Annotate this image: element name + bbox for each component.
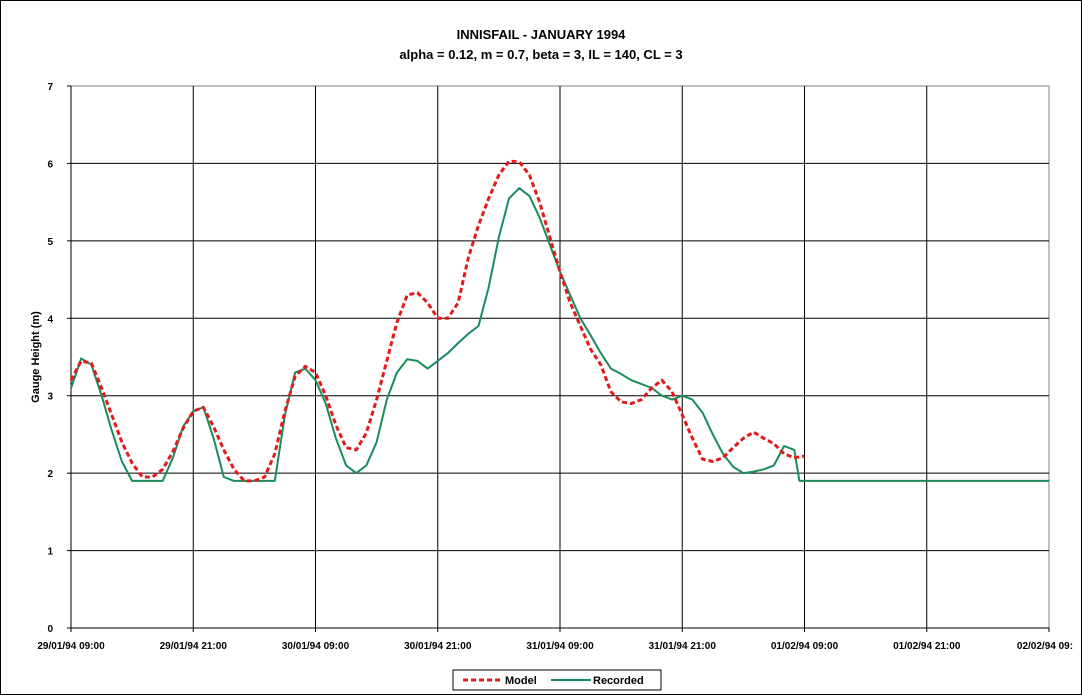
- chart-title: INNISFAIL - JANUARY 1994: [457, 27, 627, 42]
- y-tick-label: 6: [47, 159, 53, 170]
- x-tick-label: 30/01/94 21:00: [404, 641, 472, 652]
- y-tick-label: 4: [47, 314, 53, 325]
- x-tick-label: 01/02/94 09:00: [771, 641, 839, 652]
- series-lines: [69, 159, 1049, 483]
- legend-label-model: Model: [505, 675, 537, 687]
- grid: [70, 86, 1049, 629]
- x-tick-label: 01/02/94 21:00: [893, 641, 961, 652]
- y-axis-label: Gauge Height (m): [30, 311, 42, 403]
- x-axis-ticks: 29/01/94 09:00 29/01/94 21:00 30/01/94 09:…: [37, 628, 1073, 652]
- chart-subtitle: alpha = 0.12, m = 0.7, beta = 3, IL = 14…: [399, 47, 682, 62]
- y-tick-label: 1: [47, 547, 53, 558]
- y-tick-label: 0: [47, 624, 53, 635]
- y-tick-label: 2: [47, 469, 53, 480]
- x-tick-label: 02/02/94 09:: [1017, 641, 1073, 652]
- series-line-model: [69, 159, 805, 483]
- y-tick-label: 7: [47, 82, 53, 93]
- y-tick-label: 3: [47, 392, 53, 403]
- legend-label-recorded: Recorded: [593, 675, 644, 687]
- legend: Model Recorded: [452, 669, 662, 691]
- x-tick-label: 29/01/94 09:00: [37, 641, 105, 652]
- x-tick-label: 29/01/94 21:00: [160, 641, 228, 652]
- x-tick-label: 31/01/94 09:00: [526, 641, 594, 652]
- y-tick-label: 5: [47, 237, 53, 248]
- x-tick-label: 30/01/94 09:00: [282, 641, 350, 652]
- y-axis-ticks: 0 1 2 3 4 5 6 7: [47, 82, 71, 635]
- x-tick-label: 31/01/94 21:00: [649, 641, 717, 652]
